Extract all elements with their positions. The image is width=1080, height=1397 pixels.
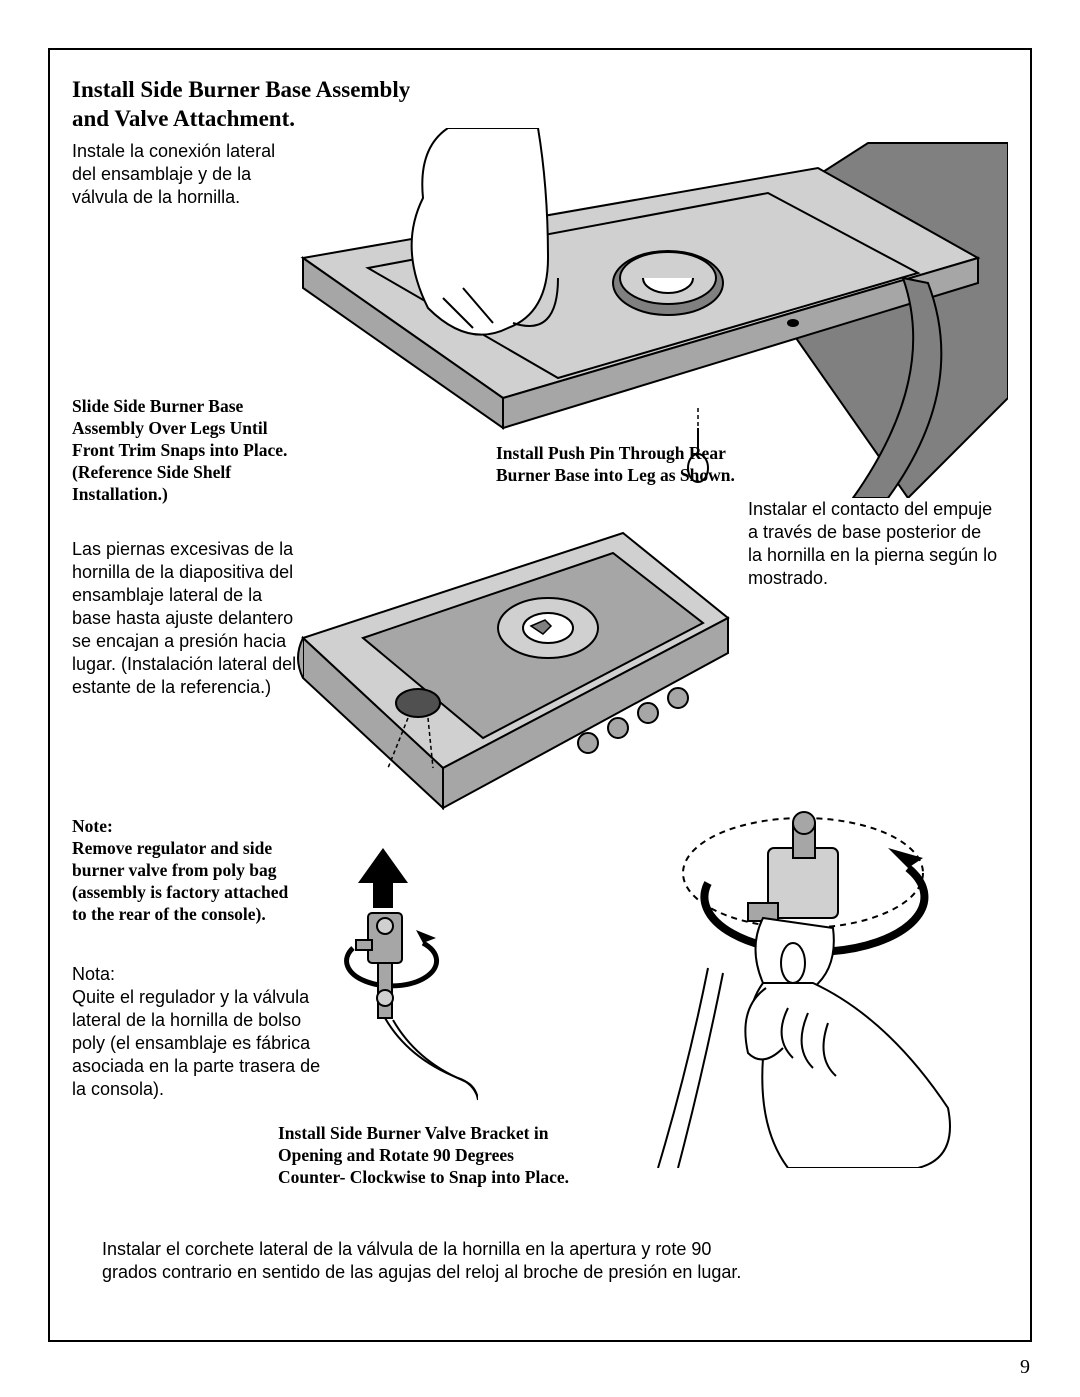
slide-instruction-en: Slide Side Burner Base Assembly Over Leg… [72,396,302,505]
slide-en-text: Slide Side Burner Base Assembly Over Leg… [72,396,302,505]
pushpin-en: Install Push Pin Through Rear Burner Bas… [496,443,776,487]
diagram-hand-valve [588,808,998,1168]
note-block: Note: Remove regulator and side burner v… [72,816,302,925]
valve-instruction-en: Install Side Burner Valve Bracket in Ope… [278,1123,578,1189]
valve-es-text: Instalar el corchete lateral de la válvu… [102,1238,742,1284]
title-line2: and Valve Attachment. [72,106,295,131]
note-es-block: Nota: Quite el regulador y la válvula la… [72,963,332,1101]
title-line1: Install Side Burner Base Assembly [72,77,410,102]
pushpin-es-text: Instalar el contacto del empuje a través… [748,498,998,590]
note-en-label: Note: [72,816,302,838]
slide-instruction-es: Las piernas excesivas de la hornilla de … [72,538,302,699]
valve-instruction-es: Instalar el corchete lateral de la válvu… [102,1238,742,1284]
page-number: 9 [1020,1356,1030,1379]
pushpin-es: Instalar el contacto del empuje a través… [748,498,998,590]
diagram-valve-bracket [298,848,478,1108]
note-es-label: Nota: [72,963,332,986]
note-es-body: Quite el regulador y la válvula lateral … [72,986,332,1101]
valve-en-text: Install Side Burner Valve Bracket in Ope… [278,1123,578,1189]
slide-es-text: Las piernas excesivas de la hornilla de … [72,538,302,699]
diagram-burner-base [273,508,733,828]
note-en-body: Remove regulator and side burner valve f… [72,838,302,926]
title-en: Install Side Burner Base Assembly and Va… [72,76,1008,134]
pushpin-en-text: Install Push Pin Through Rear Burner Bas… [496,443,776,487]
page-content: Install Side Burner Base Assembly and Va… [48,48,1032,1342]
